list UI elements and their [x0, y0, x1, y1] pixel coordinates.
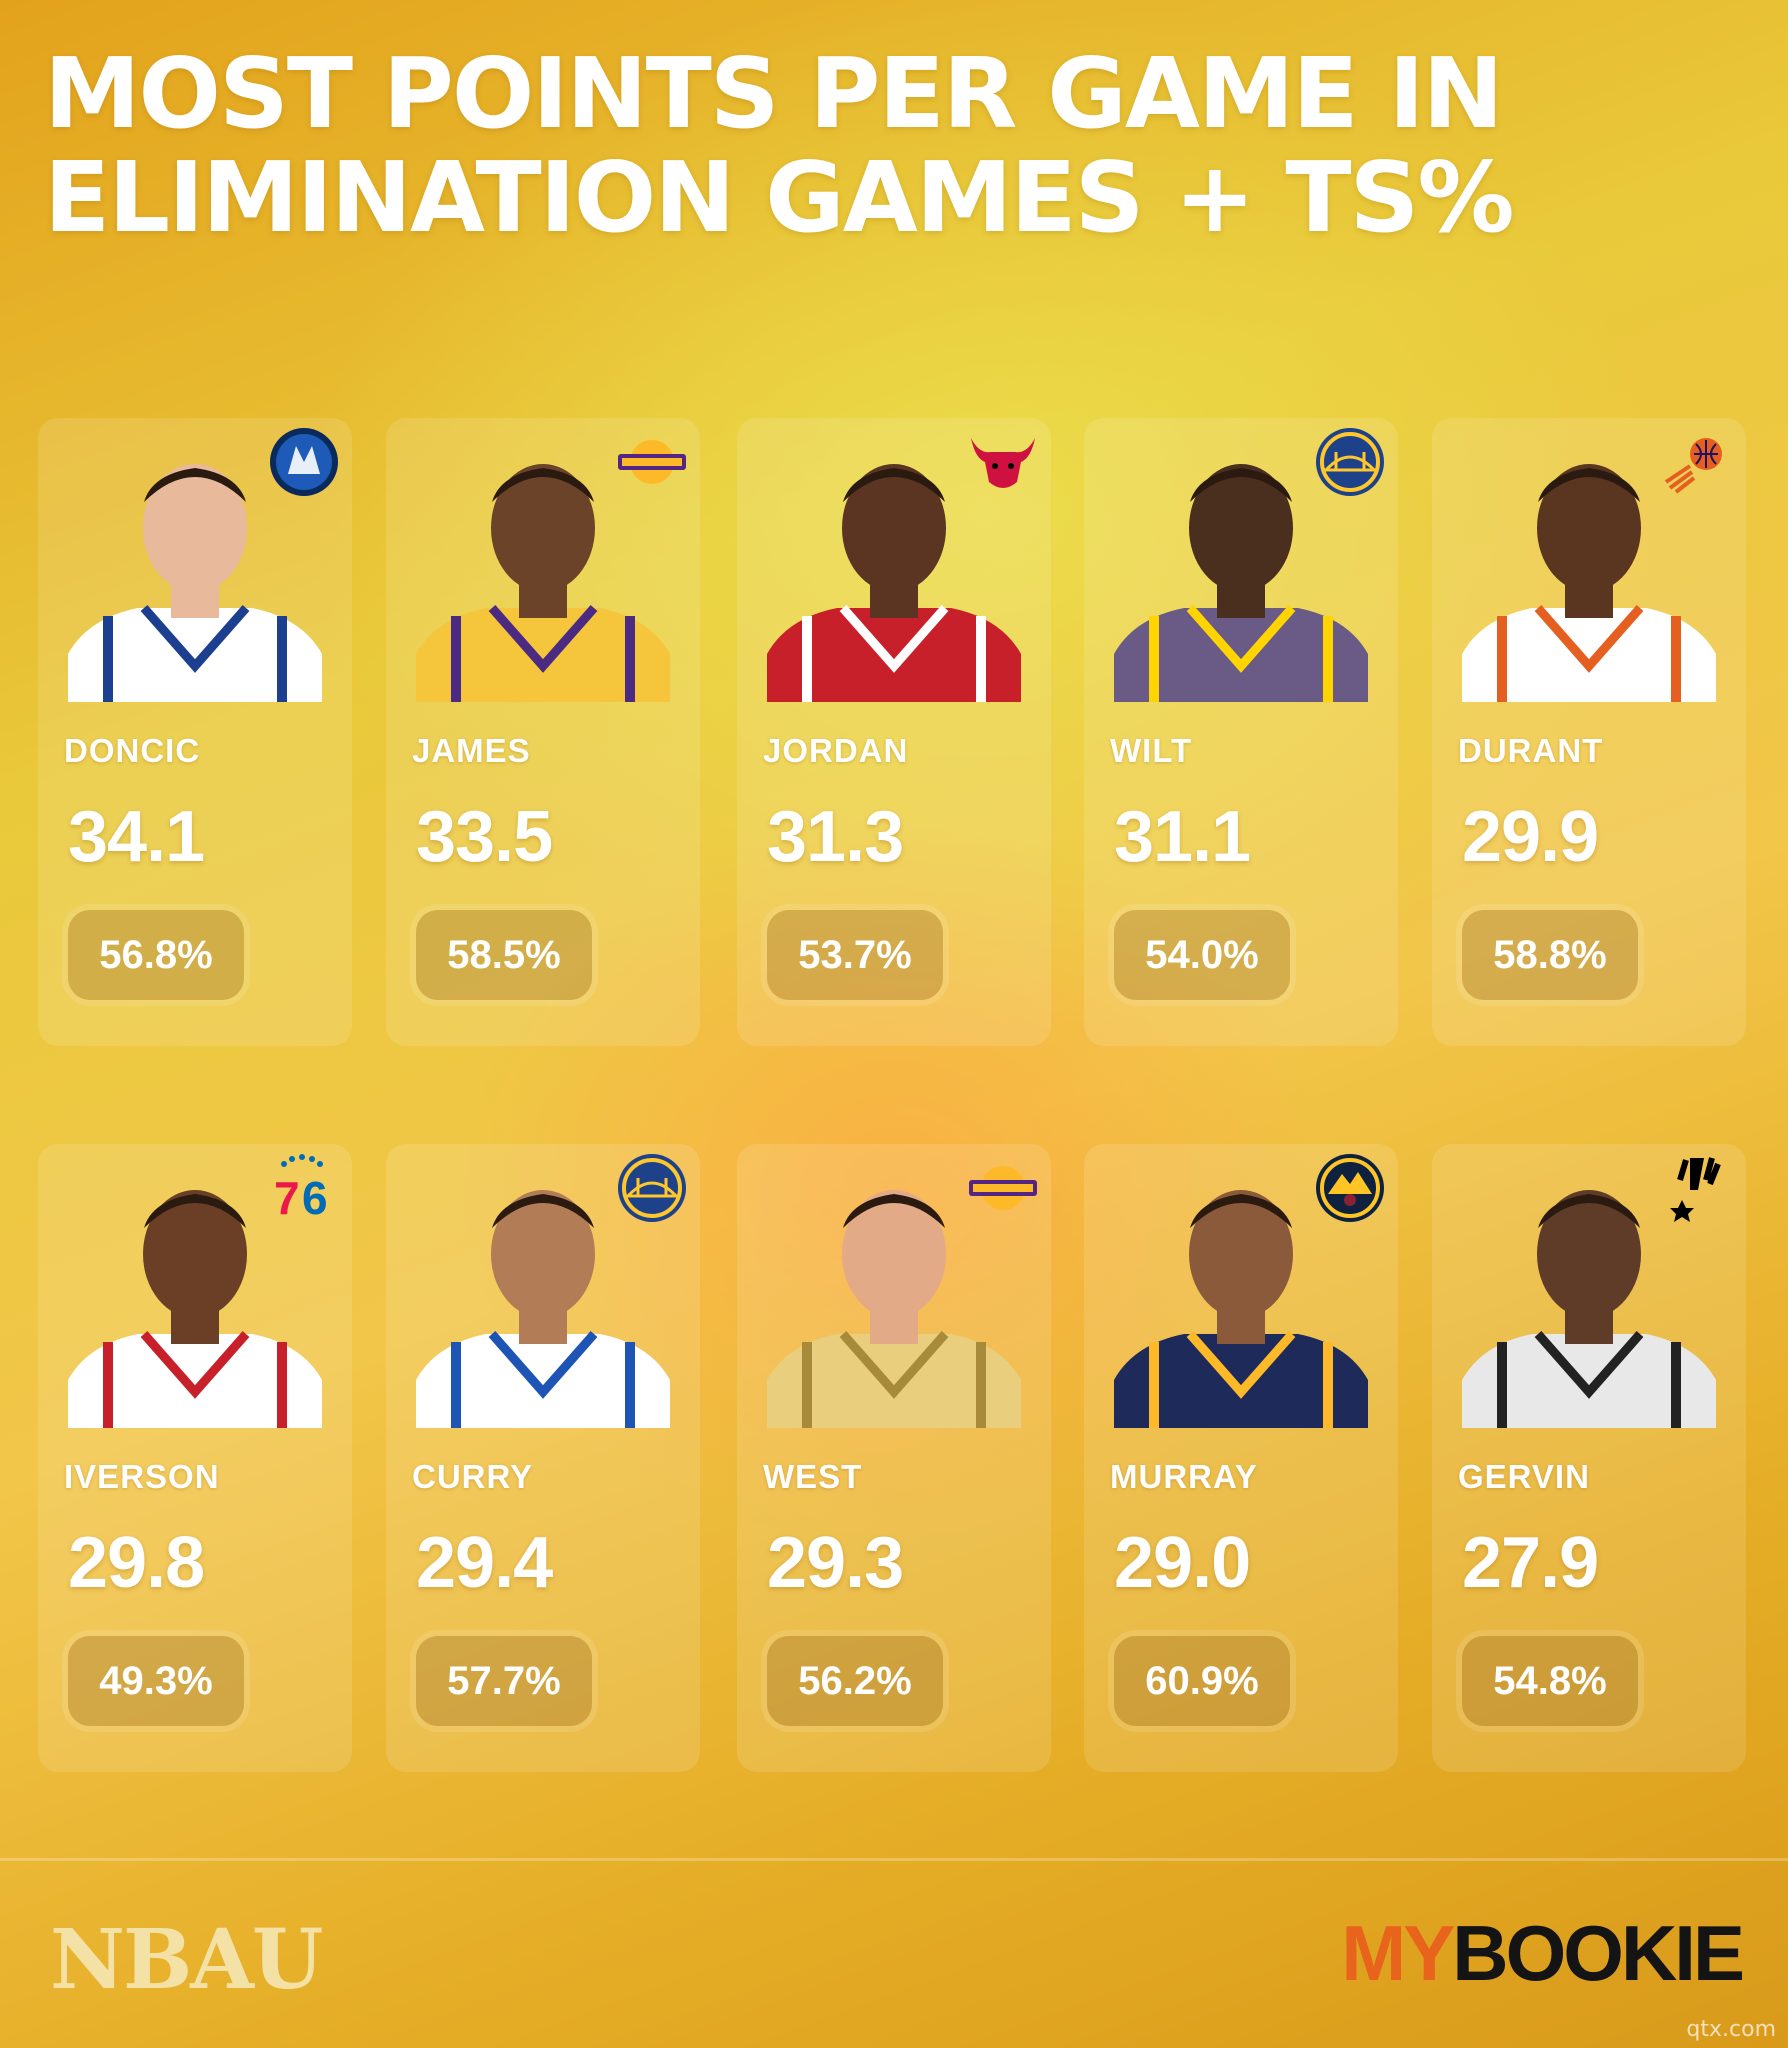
- player-name: DONCIC: [64, 732, 201, 769]
- mavericks-logo-icon: [266, 424, 342, 500]
- suns-logo-icon: [1660, 424, 1736, 500]
- player-card: DURANT 29.9 58.8%: [1432, 418, 1746, 1046]
- mybookie-logo-bookie: BOOKIE: [1452, 1909, 1745, 1997]
- player-photo: [1462, 440, 1716, 702]
- player-name: WEST: [763, 1458, 863, 1495]
- player-photo: [416, 440, 670, 702]
- player-name: JAMES: [412, 732, 531, 769]
- watermark: qtx.com: [1686, 2017, 1776, 2042]
- player-card: MURRAY 29.0 60.9%: [1084, 1144, 1398, 1772]
- true-shooting-badge: 56.8%: [68, 910, 244, 1000]
- true-shooting-badge: 54.8%: [1462, 1636, 1638, 1726]
- svg-text:6: 6: [302, 1172, 328, 1224]
- bulls-logo-icon: [965, 424, 1041, 500]
- true-shooting-badge: 58.8%: [1462, 910, 1638, 1000]
- points-per-game: 33.5: [416, 797, 553, 877]
- warriors-logo-icon: [614, 1150, 690, 1226]
- player-photo: [767, 440, 1021, 702]
- true-shooting-badge: 57.7%: [416, 1636, 592, 1726]
- points-per-game: 29.8: [68, 1523, 205, 1603]
- svg-text:7: 7: [274, 1172, 300, 1224]
- player-name: WILT: [1110, 732, 1193, 769]
- player-card: JAMES 33.5 58.5%: [386, 418, 700, 1046]
- player-name: JORDAN: [763, 732, 909, 769]
- player-card: JORDAN 31.3 53.7%: [737, 418, 1051, 1046]
- player-card: CURRY 29.4 57.7%: [386, 1144, 700, 1772]
- true-shooting-badge: 60.9%: [1114, 1636, 1290, 1726]
- player-card: WEST 29.3 56.2%: [737, 1144, 1051, 1772]
- mybookie-logo-my: MY: [1341, 1909, 1455, 1997]
- true-shooting-badge: 54.0%: [1114, 910, 1290, 1000]
- footer-divider: [0, 1858, 1788, 1861]
- player-name: DURANT: [1458, 732, 1604, 769]
- true-shooting-badge: 53.7%: [767, 910, 943, 1000]
- player-photo: [68, 1166, 322, 1428]
- mybookie-logo: MYBOOKIE: [1341, 1908, 1745, 1999]
- player-card: WILT 31.1 54.0%: [1084, 418, 1398, 1046]
- player-photo: [416, 1166, 670, 1428]
- player-grid: DONCIC 34.1 56.8% JAMES 33.5 58.5% JORDA…: [38, 418, 1746, 1772]
- player-photo: [767, 1166, 1021, 1428]
- player-photo: [1114, 1166, 1368, 1428]
- nbau-logo: NBAU: [50, 1912, 323, 2008]
- player-name: MURRAY: [1110, 1458, 1258, 1495]
- nuggets-logo-icon: [1312, 1150, 1388, 1226]
- warriors-logo-icon: [1312, 424, 1388, 500]
- lakers-logo-icon: [965, 1150, 1041, 1226]
- points-per-game: 29.9: [1462, 797, 1599, 877]
- points-per-game: 31.1: [1114, 797, 1251, 877]
- player-photo: [68, 440, 322, 702]
- player-name: CURRY: [412, 1458, 534, 1495]
- points-per-game: 29.0: [1114, 1523, 1251, 1603]
- points-per-game: 29.4: [416, 1523, 553, 1603]
- points-per-game: 31.3: [767, 797, 904, 877]
- points-per-game: 27.9: [1462, 1523, 1599, 1603]
- points-per-game: 29.3: [767, 1523, 904, 1603]
- true-shooting-badge: 49.3%: [68, 1636, 244, 1726]
- true-shooting-badge: 58.5%: [416, 910, 592, 1000]
- player-photo: [1114, 440, 1368, 702]
- page-title: MOST POINTS PER GAME IN ELIMINATION GAME…: [44, 37, 1515, 254]
- player-name: IVERSON: [64, 1458, 220, 1495]
- lakers-logo-icon: [614, 424, 690, 500]
- spurs-logo-icon: [1660, 1150, 1736, 1226]
- player-name: GERVIN: [1458, 1458, 1590, 1495]
- player-card: GERVIN 27.9 54.8%: [1432, 1144, 1746, 1772]
- points-per-game: 34.1: [68, 797, 205, 877]
- player-card: DONCIC 34.1 56.8%: [38, 418, 352, 1046]
- true-shooting-badge: 56.2%: [767, 1636, 943, 1726]
- player-photo: [1462, 1166, 1716, 1428]
